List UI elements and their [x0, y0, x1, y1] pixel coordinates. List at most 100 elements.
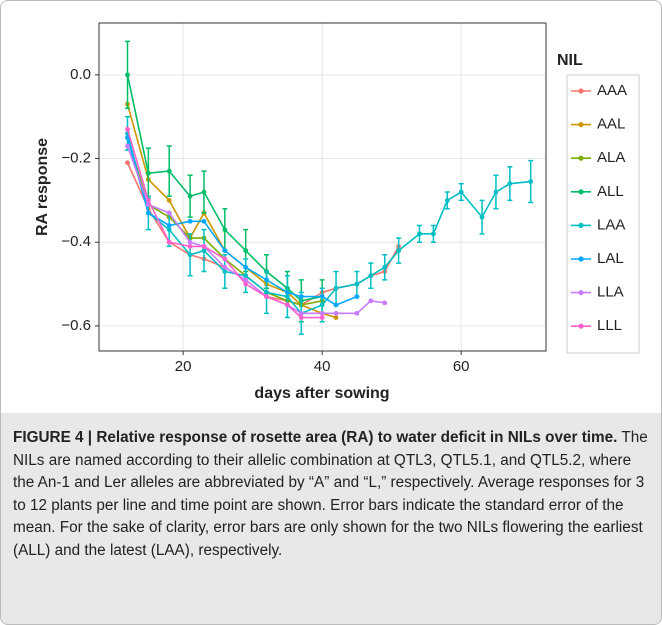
data-point	[333, 285, 339, 291]
data-point	[507, 181, 513, 187]
y-tick-label: −0.2	[61, 150, 91, 167]
data-point	[284, 294, 290, 300]
data-point	[264, 294, 269, 300]
y-axis-label: RA response	[34, 138, 51, 236]
x-tick-label: 20	[175, 358, 192, 375]
data-point	[417, 231, 422, 237]
legend-box	[566, 74, 640, 354]
data-point	[319, 315, 325, 320]
data-point	[396, 248, 402, 253]
data-point	[298, 294, 304, 300]
data-point	[187, 252, 193, 258]
data-point	[493, 189, 499, 195]
legend-label: LLL	[597, 317, 622, 334]
x-tick-label: 40	[314, 358, 331, 375]
series-line	[126, 133, 531, 315]
data-point	[298, 310, 304, 316]
data-point	[264, 290, 269, 295]
data-point	[368, 298, 374, 304]
y-tick-label: −0.4	[61, 233, 91, 250]
data-point	[333, 302, 339, 308]
legend-label: AAA	[597, 82, 627, 99]
data-point	[222, 248, 228, 253]
data-point	[528, 179, 534, 184]
legend-key-point	[578, 323, 584, 329]
data-point	[145, 170, 151, 176]
y-tick-label: −0.6	[61, 317, 91, 334]
data-point	[187, 244, 193, 249]
data-point	[354, 294, 360, 300]
data-point	[125, 135, 130, 141]
data-point	[201, 244, 207, 249]
data-point	[166, 197, 172, 203]
data-point	[284, 302, 290, 308]
data-point	[284, 290, 290, 295]
data-point	[382, 300, 388, 306]
x-axis-label: days after sowing	[254, 385, 389, 402]
y-tick-label: 0.0	[70, 66, 91, 83]
data-point	[319, 294, 325, 300]
legend-label: ALA	[597, 149, 625, 166]
data-point	[166, 239, 172, 245]
data-point	[201, 248, 207, 253]
data-point	[187, 239, 193, 245]
data-point	[166, 223, 172, 228]
data-point	[222, 269, 228, 274]
legend-title: NIL	[557, 52, 583, 69]
data-point	[354, 310, 360, 316]
data-point	[354, 281, 360, 287]
data-point	[187, 193, 193, 199]
legend-key-point	[578, 222, 584, 228]
data-point	[479, 214, 485, 220]
data-point	[368, 273, 374, 279]
caption: FIGURE 4 | Relative response of rosette …	[1, 413, 661, 624]
data-point	[145, 197, 151, 203]
data-point	[243, 264, 249, 270]
data-point	[458, 189, 464, 195]
data-point	[145, 210, 151, 216]
data-point	[264, 277, 269, 283]
data-point	[125, 126, 130, 132]
plot-frame	[98, 22, 547, 352]
legend-label: LAA	[597, 216, 625, 233]
data-point	[243, 273, 249, 279]
legend-key-point	[578, 256, 584, 262]
data-point	[298, 315, 304, 320]
legend-label: LLA	[597, 284, 624, 301]
legend-label: ALL	[597, 183, 624, 200]
legend-key-point	[578, 88, 584, 94]
data-point	[166, 227, 172, 233]
data-point	[222, 264, 228, 270]
data-point	[125, 143, 130, 149]
legend-key-point	[578, 189, 584, 195]
data-point	[201, 218, 207, 224]
data-point	[166, 168, 172, 174]
data-point	[222, 227, 228, 233]
data-point	[125, 72, 130, 78]
data-point	[319, 302, 325, 308]
chart: days after sowing RA response NIL 0.0 −0.…	[34, 22, 640, 402]
caption-title: FIGURE 4 | Relative response of rosette …	[13, 429, 618, 446]
x-tick-label: 60	[453, 358, 470, 375]
caption-text: The NILs are named according to their al…	[13, 429, 648, 559]
data-point	[243, 281, 249, 287]
data-point	[243, 248, 249, 253]
data-point	[444, 197, 450, 203]
legend-key-point	[578, 155, 584, 161]
legend-label: AAL	[597, 116, 625, 133]
data-point	[187, 218, 193, 224]
data-point	[382, 264, 388, 270]
data-point	[243, 277, 249, 283]
data-point	[430, 231, 436, 237]
data-point	[333, 315, 339, 320]
legend-label: LAL	[597, 250, 624, 267]
data-point	[166, 210, 172, 216]
data-point	[333, 310, 339, 316]
data-point	[319, 310, 325, 316]
legend-key-point	[578, 122, 584, 128]
data-point	[201, 189, 207, 195]
legend-key-point	[578, 290, 584, 296]
data-point	[125, 160, 130, 166]
data-point	[222, 256, 228, 262]
